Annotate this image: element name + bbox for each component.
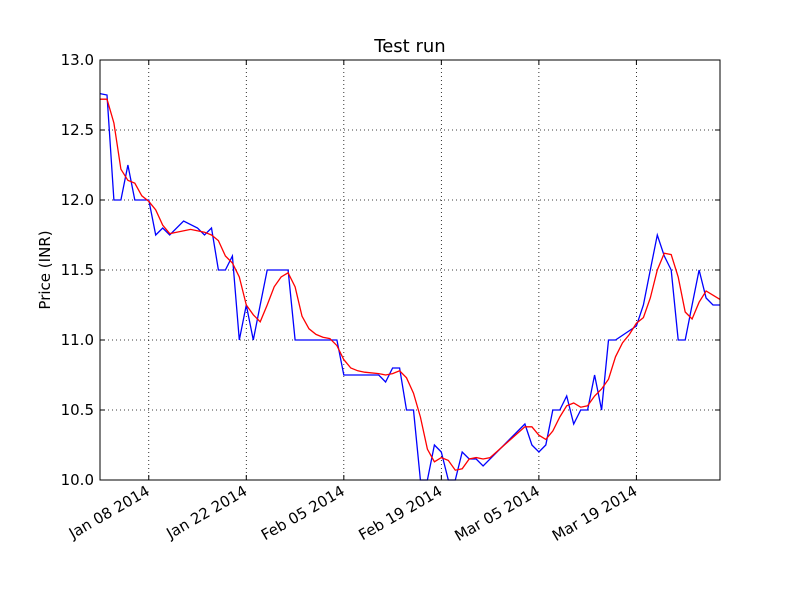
grid-lines (100, 60, 720, 480)
moving-average-series-line (100, 98, 721, 471)
x-tick-label: Feb 19 2014 (355, 482, 445, 544)
x-tick-label: Mar 05 2014 (452, 482, 543, 545)
y-tick-label: 11.5 (61, 261, 94, 279)
y-tick-label: 12.0 (61, 191, 94, 209)
y-tick-label: 12.5 (61, 121, 94, 139)
price-series-line (99, 92, 720, 481)
x-tick-label: Jan 08 2014 (65, 482, 153, 543)
x-tick-label: Mar 19 2014 (549, 482, 640, 545)
series-layer (99, 92, 721, 481)
y-tick-label: 11.0 (61, 331, 94, 349)
axis-ticks: 10.0 10.5 11.0 11.5 12.0 12.5 13.0 Jan 08 2014 J… (61, 51, 720, 545)
x-tick-label: Jan 22 2014 (163, 482, 251, 543)
y-tick-label: 13.0 (61, 51, 94, 69)
x-tick-label: Feb 05 2014 (258, 482, 348, 544)
chart-title: Test run (373, 36, 445, 57)
y-axis-label: Price (INR) (36, 230, 54, 309)
y-tick-label: 10.5 (61, 401, 94, 419)
y-tick-label: 10.0 (61, 471, 94, 489)
